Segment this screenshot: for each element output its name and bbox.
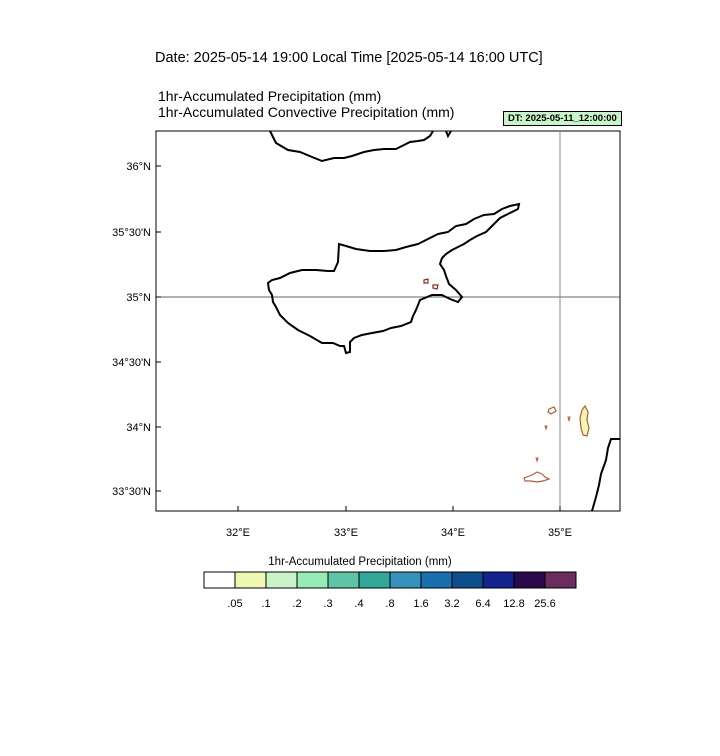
colorbar-label: .3 [323,598,333,610]
precip-area [579,404,590,437]
lat-label: 34°30'N [112,357,151,369]
colorbar-swatch [327,571,360,589]
colorbar-swatch [389,571,422,589]
subtitle-precipitation: 1hr-Accumulated Precipitation (mm) [158,88,382,104]
colorbar-label: .8 [385,598,395,610]
lat-label: 35°30'N [112,227,151,239]
lat-label: 33°30'N [112,486,151,498]
colorbar-label: .2 [292,598,302,610]
colorbar-swatch [544,571,577,589]
colorbar-swatch [513,571,546,589]
latitude-labels: 36°N 35°30'N 35°N 34°30'N 34°N 33°30'N [112,161,151,498]
colorbar-label: 12.8 [503,598,525,610]
colorbar-labels: .05 .1 .2 .3 .4 .8 1.6 3.2 6.4 12.8 25.6 [0,598,720,614]
colorbar-swatch [358,571,391,589]
colorbar [203,571,577,589]
precip-contour [523,471,551,483]
colorbar-label: 6.4 [475,598,491,610]
lat-label: 36°N [126,161,151,173]
precip-contour [535,457,539,463]
colorbar-label: 1.6 [413,598,429,610]
precip-contour [423,278,429,284]
colorbar-swatch [203,571,236,589]
map-panel: 36°N 35°30'N 35°N 34°30'N 34°N 33°30'N 3… [112,130,621,539]
lon-label: 32°E [226,527,250,539]
colorbar-swatch [234,571,267,589]
colorbar-swatch [296,571,329,589]
colorbar-label: .4 [354,598,364,610]
colorbar-label: 25.6 [534,598,556,610]
precipitation-contours [423,278,590,483]
longitude-labels: 32°E 33°E 34°E 35°E [226,527,572,539]
precip-contour [432,284,439,290]
date-title: Date: 2025-05-14 19:00 Local Time [2025-… [155,50,543,66]
lon-label: 33°E [334,527,358,539]
coastline-east [591,438,620,512]
dt-badge: DT: 2025-05-11_12:00:00 [503,111,622,126]
cyprus-coastline [266,202,521,355]
map-frame [155,130,621,512]
coastline-north-islet [445,130,452,139]
colorbar-title: 1hr-Accumulated Precipitation (mm) [268,556,452,568]
colorbar-label: .05 [227,598,243,610]
colorbar-label: 3.2 [444,598,460,610]
precip-contour [547,406,557,415]
lat-label: 35°N [126,292,151,304]
subtitle-convective-precipitation: 1hr-Accumulated Convective Precipitation… [158,104,455,120]
lon-label: 35°E [548,527,572,539]
axis-ticks [156,165,561,511]
colorbar-swatch [451,571,484,589]
colorbar-swatch [265,571,298,589]
colorbar-swatch [482,571,515,589]
coastline-north [269,130,434,163]
lon-label: 34°E [441,527,465,539]
colorbar-swatch [420,571,453,589]
lat-label: 34°N [126,422,151,434]
precip-contour [544,425,548,431]
colorbar-label: .1 [261,598,271,610]
precip-contour [567,416,571,422]
